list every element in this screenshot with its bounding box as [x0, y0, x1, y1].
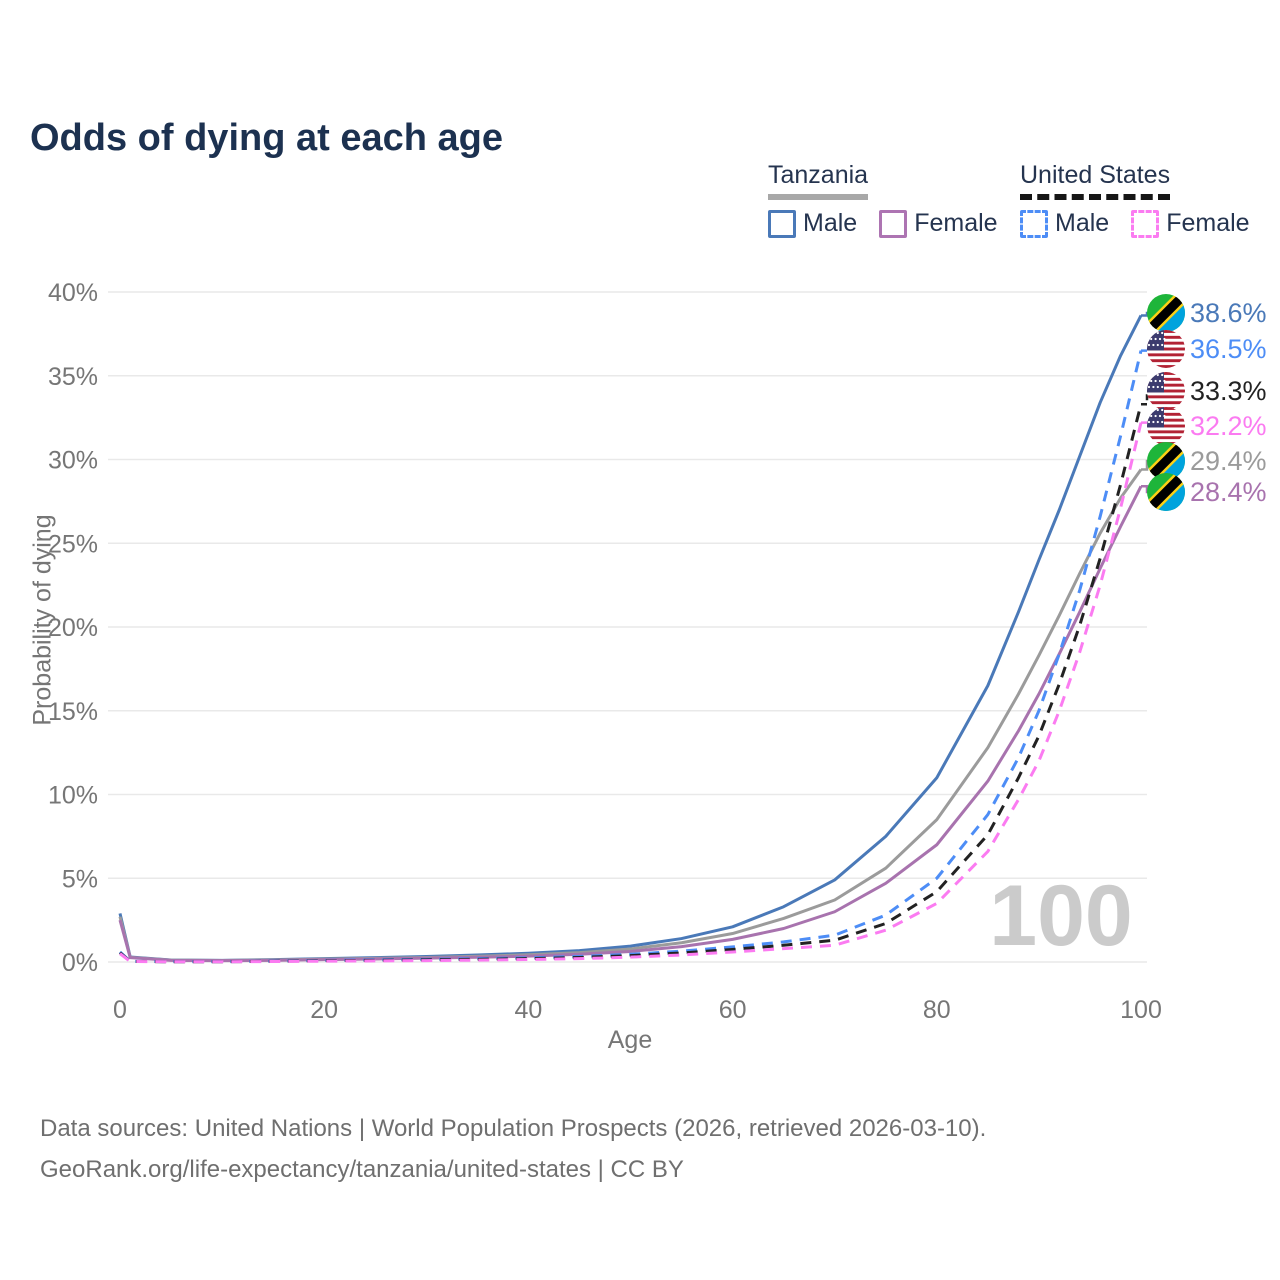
x-tick-label: 20 — [310, 996, 338, 1024]
age-watermark: 100 — [989, 868, 1133, 964]
y-tick-label: 20% — [48, 614, 98, 642]
page-title: Odds of dying at each age — [30, 117, 503, 160]
legend-item-tanzania-male: Male — [768, 209, 857, 238]
end-label-united-states-both-sexes: 33.3% — [1190, 376, 1267, 406]
us-flag-icon — [1147, 330, 1185, 368]
footer: Data sources: United Nations | World Pop… — [40, 1108, 986, 1190]
us-flag-icon — [1147, 372, 1185, 410]
line-tanzania-female — [118, 485, 1143, 963]
legend-label: Female — [1166, 209, 1250, 237]
legend-label: Male — [803, 209, 858, 237]
x-tick-label: 0 — [113, 996, 127, 1024]
legend-group-tanzania: Tanzania Male Female — [768, 161, 998, 238]
y-tick-label: 0% — [62, 949, 98, 977]
y-tick-label: 15% — [48, 698, 98, 726]
x-axis-title: Age — [607, 1026, 653, 1054]
footer-data-sources: Data sources: United Nations | World Pop… — [40, 1115, 987, 1142]
legend-label: Male — [1055, 209, 1110, 237]
us-male-swatch-icon — [1020, 209, 1048, 238]
line-united-states-both-sexes — [119, 403, 1143, 964]
legend-heading-tanzania: Tanzania — [768, 161, 869, 200]
legend-row-united-states: Male Female — [1020, 209, 1250, 238]
end-label-united-states-male: 36.5% — [1190, 334, 1267, 364]
footer-attribution: GeoRank.org/life-expectancy/tanzania/uni… — [40, 1156, 684, 1183]
legend-item-us-female: Female — [1131, 209, 1250, 238]
y-tick-label: 35% — [48, 363, 98, 391]
tanzania-male-swatch-icon — [768, 209, 796, 238]
y-tick-label: 40% — [48, 279, 98, 307]
tanzania-female-swatch-icon — [879, 209, 908, 238]
line-united-states-male — [118, 350, 1143, 964]
end-label-tanzania-both-sexes: 29.4% — [1190, 446, 1267, 476]
end-label-tanzania-male: 38.6% — [1190, 298, 1267, 328]
y-axis-title: Probability of dying — [28, 514, 57, 726]
y-tick-label: 30% — [48, 447, 98, 475]
tanzania-flag-icon — [1147, 473, 1185, 511]
y-tick-label: 5% — [62, 865, 98, 893]
us-female-swatch-icon — [1131, 209, 1160, 238]
legend-row-tanzania: Male Female — [768, 209, 998, 238]
tanzania-flag-icon — [1147, 442, 1185, 480]
legend-label: Female — [914, 209, 998, 237]
us-flag-icon — [1147, 407, 1185, 445]
x-tick-label: 60 — [719, 996, 747, 1024]
legend-item-us-male: Male — [1020, 209, 1109, 238]
y-tick-label: 10% — [48, 782, 98, 810]
tanzania-flag-icon — [1147, 294, 1185, 332]
x-tick-label: 100 — [1120, 996, 1162, 1024]
end-label-tanzania-female: 28.4% — [1190, 477, 1267, 507]
legend-group-united-states: United States Male Female — [1020, 161, 1250, 238]
line-united-states-female — [119, 422, 1143, 964]
x-tick-label: 40 — [514, 996, 542, 1024]
x-tick-label: 80 — [923, 996, 951, 1024]
y-tick-label: 25% — [48, 530, 98, 558]
end-label-united-states-female: 32.2% — [1190, 411, 1267, 441]
gridlines — [108, 291, 1147, 963]
legend-item-tanzania-female: Female — [879, 209, 998, 238]
line-tanzania-male — [118, 314, 1143, 962]
legend-heading-united-states: United States — [1020, 161, 1171, 200]
